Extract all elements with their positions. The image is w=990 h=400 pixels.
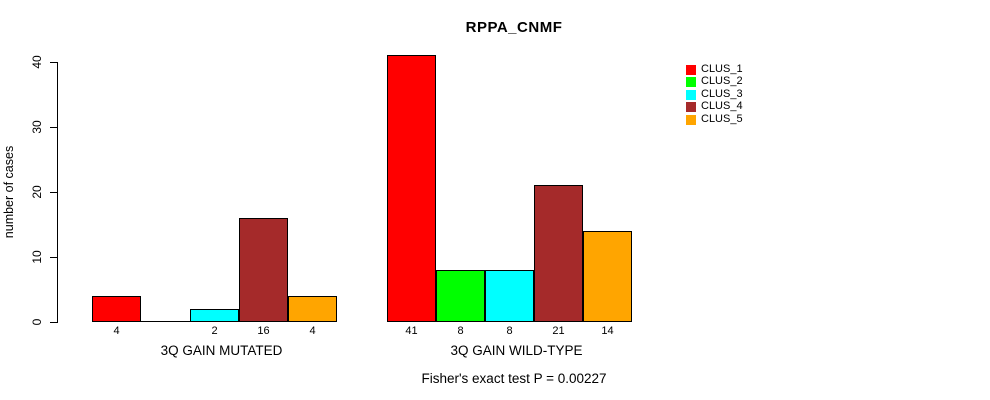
bar-value-label: 21 [552, 325, 565, 337]
bar-clus_4 [534, 185, 583, 322]
bar-clus_3 [190, 309, 239, 322]
legend-swatch-clus_1 [686, 64, 696, 75]
bar-value-label: 4 [309, 325, 316, 337]
y-axis-line [57, 62, 58, 323]
legend-label: CLUS_5 [701, 113, 743, 125]
legend-item-clus_2: CLUS_2 [686, 76, 743, 87]
bar-value-label: 4 [113, 325, 120, 337]
legend-label: CLUS_4 [701, 100, 743, 112]
bar-clus_4 [239, 218, 288, 322]
legend-label: CLUS_3 [701, 88, 743, 100]
y-axis-tick [50, 257, 57, 258]
bar-clus_1 [92, 296, 141, 322]
legend-swatch-clus_4 [686, 101, 696, 112]
group-label: 3Q GAIN MUTATED [160, 343, 283, 358]
bar-value-label: 16 [257, 325, 270, 337]
fisher-test-annotation: Fisher's exact test P = 0.00227 [421, 371, 607, 386]
legend-label: CLUS_2 [701, 75, 743, 87]
bar-clus_5 [583, 231, 632, 322]
legend-item-clus_3: CLUS_3 [686, 89, 743, 100]
bar-value-label: 2 [211, 325, 218, 337]
bar-clus_5 [288, 296, 337, 322]
bar-value-label: 41 [405, 325, 418, 337]
legend-item-clus_5: CLUS_5 [686, 114, 743, 125]
legend-item-clus_4: CLUS_4 [686, 101, 743, 112]
bar-value-label: 8 [457, 325, 464, 337]
group-label: 3Q GAIN WILD-TYPE [450, 343, 583, 358]
legend-swatch-clus_2 [686, 76, 696, 87]
bar-clus_1 [387, 55, 436, 322]
bar-clus_2 [436, 270, 485, 322]
bar-value-label: 8 [506, 325, 513, 337]
y-axis-tick-label-text: 30 [30, 120, 44, 134]
bar-clus_3 [485, 270, 534, 322]
bar-value-label: 14 [601, 325, 614, 337]
y-axis-tick-label-text: 40 [30, 55, 44, 69]
legend-swatch-clus_3 [686, 89, 696, 100]
y-axis-tick-label-text: 20 [30, 185, 44, 199]
y-axis-tick [50, 127, 57, 128]
legend-item-clus_1: CLUS_1 [686, 64, 743, 75]
bar-clus_2-zero [141, 321, 190, 322]
y-axis-tick-label-text: 10 [30, 250, 44, 264]
y-axis-tick [50, 192, 57, 193]
y-axis-tick [50, 322, 57, 323]
y-axis-tick-label-text: 0 [30, 318, 44, 326]
y-axis-tick [50, 62, 57, 63]
chart-title: RPPA_CNMF [465, 19, 563, 36]
legend-swatch-clus_5 [686, 114, 696, 125]
legend-label: CLUS_1 [701, 63, 743, 75]
